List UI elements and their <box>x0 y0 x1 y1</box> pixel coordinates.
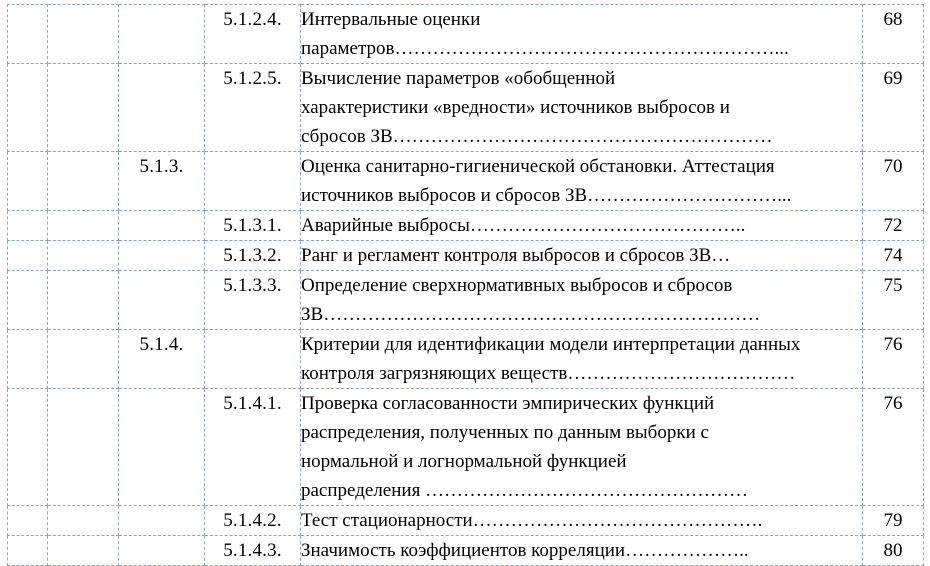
table-row: 5.1.2.5. Вычисление параметров «обобщенно… <box>7 63 924 152</box>
section-number-level3 <box>118 63 205 152</box>
entry-title-line: Проверка согласованности эмпирических фу… <box>301 393 715 414</box>
blank-cell-1 <box>7 210 48 241</box>
section-number-level3 <box>118 505 205 536</box>
section-number-level3 <box>118 4 205 64</box>
entry-title-line: ЗВ…………………………………………………………… <box>301 304 761 325</box>
section-number-level4: 5.1.4.1. <box>204 388 301 506</box>
entry-title-line: Вычисление параметров «обобщенной <box>301 68 616 89</box>
section-number-level3 <box>118 270 205 330</box>
table-row: 5.1.4.1. Проверка согласованности эмпирич… <box>7 388 924 506</box>
page-number: 68 <box>862 4 924 64</box>
section-number-level3 <box>118 240 205 271</box>
entry-title: Вычисление параметров «обобщенной характе… <box>300 63 863 152</box>
toc-body: 5.1.2.4. Интервальные оценки параметров………… <box>7 4 924 566</box>
entry-title-line: нормальной и логнормальной функцией <box>301 451 627 472</box>
entry-title: Тест стационарности………………………………………. <box>300 505 863 536</box>
section-number-level4: 5.1.3.1. <box>204 210 301 241</box>
page-number: 79 <box>862 505 924 536</box>
entry-title-line: Критерии для идентификации модели интерп… <box>301 334 801 355</box>
section-number-level4: 5.1.4.3. <box>204 535 301 566</box>
page-number: 76 <box>862 329 924 389</box>
section-number-level4: 5.1.2.4. <box>204 4 301 64</box>
page-number: 70 <box>862 151 924 211</box>
blank-cell-2 <box>47 535 119 566</box>
table-of-contents: 5.1.2.4. Интервальные оценки параметров………… <box>7 4 924 566</box>
blank-cell-1 <box>7 329 48 389</box>
blank-cell-2 <box>47 151 119 211</box>
section-number-level4: 5.1.3.3. <box>204 270 301 330</box>
blank-cell-2 <box>47 388 119 506</box>
entry-title-line: Тест стационарности………………………………………. <box>301 510 763 531</box>
blank-cell-2 <box>47 329 119 389</box>
entry-title-line: Интервальные оценки <box>301 9 481 30</box>
blank-cell-1 <box>7 151 48 211</box>
section-number-level3 <box>118 535 205 566</box>
section-number-level3: 5.1.4. <box>118 329 205 389</box>
blank-cell-2 <box>47 270 119 330</box>
section-number-level4 <box>204 329 301 389</box>
entry-title: Критерии для идентификации модели интерп… <box>300 329 863 389</box>
section-number-level3 <box>118 210 205 241</box>
section-number-level4: 5.1.3.2. <box>204 240 301 271</box>
blank-cell-1 <box>7 240 48 271</box>
section-number-level3 <box>118 388 205 506</box>
blank-cell-2 <box>47 505 119 536</box>
table-row: 5.1.3.1. Аварийные выбросы…………………………………….… <box>7 210 924 241</box>
entry-title: Проверка согласованности эмпирических фу… <box>300 388 863 506</box>
page-number: 80 <box>862 535 924 566</box>
blank-cell-2 <box>47 63 119 152</box>
entry-title-line: Аварийные выбросы…………………………………….. <box>301 215 746 236</box>
entry-title-line: распределения …………………………………………… <box>301 480 749 501</box>
blank-cell-1 <box>7 4 48 64</box>
table-row: 5.1.3.2. Ранг и регламент контроля выброс… <box>7 240 924 271</box>
page-number: 76 <box>862 388 924 506</box>
entry-title: Интервальные оценки параметров……………………………… <box>300 4 863 64</box>
entry-title-line: контроля загрязняющих веществ……………………………… <box>301 363 796 384</box>
section-number-level4: 5.1.2.5. <box>204 63 301 152</box>
blank-cell-2 <box>47 240 119 271</box>
table-row: 5.1.4.2. Тест стационарности…………………………………… <box>7 505 924 536</box>
page-number: 69 <box>862 63 924 152</box>
blank-cell-1 <box>7 505 48 536</box>
blank-cell-1 <box>7 270 48 330</box>
page-number: 75 <box>862 270 924 330</box>
blank-cell-1 <box>7 535 48 566</box>
entry-title-line: параметров……………………………………………………... <box>301 38 789 59</box>
entry-title: Определение сверхнормативных выбросов и … <box>300 270 863 330</box>
entry-title-line: Ранг и регламент контроля выбросов и сбр… <box>301 245 731 266</box>
page-number: 72 <box>862 210 924 241</box>
table-row: 5.1.4. Критерии для идентификации модели … <box>7 329 924 389</box>
entry-title-line: источников выбросов и сбросов ЗВ……………………… <box>301 185 792 206</box>
page-number: 74 <box>862 240 924 271</box>
section-number-level3: 5.1.3. <box>118 151 205 211</box>
entry-title-line: распределения, полученных по данным выбо… <box>301 422 709 443</box>
entry-title: Оценка санитарно-гигиенической обстановк… <box>300 151 863 211</box>
section-number-level4 <box>204 151 301 211</box>
entry-title: Аварийные выбросы…………………………………….. <box>300 210 863 241</box>
table-row: 5.1.3. Оценка санитарно-гигиенической обс… <box>7 151 924 211</box>
table-row: 5.1.4.3. Значимость коэффициентов корреля… <box>7 535 924 566</box>
blank-cell-1 <box>7 388 48 506</box>
entry-title: Ранг и регламент контроля выбросов и сбр… <box>300 240 863 271</box>
table-row: 5.1.2.4. Интервальные оценки параметров………… <box>7 4 924 64</box>
entry-title-line: характеристики «вредности» источников вы… <box>301 97 730 118</box>
entry-title-line: Значимость коэффициентов корреляции……………… <box>301 540 749 561</box>
entry-title: Значимость коэффициентов корреляции……………… <box>300 535 863 566</box>
blank-cell-2 <box>47 210 119 241</box>
blank-cell-1 <box>7 63 48 152</box>
blank-cell-2 <box>47 4 119 64</box>
entry-title-line: Оценка санитарно-гигиенической обстановк… <box>301 156 775 177</box>
section-number-level4: 5.1.4.2. <box>204 505 301 536</box>
entry-title-line: Определение сверхнормативных выбросов и … <box>301 275 733 296</box>
table-row: 5.1.3.3. Определение сверхнормативных выб… <box>7 270 924 330</box>
entry-title-line: сбросов ЗВ…………………………………………………… <box>301 126 773 147</box>
